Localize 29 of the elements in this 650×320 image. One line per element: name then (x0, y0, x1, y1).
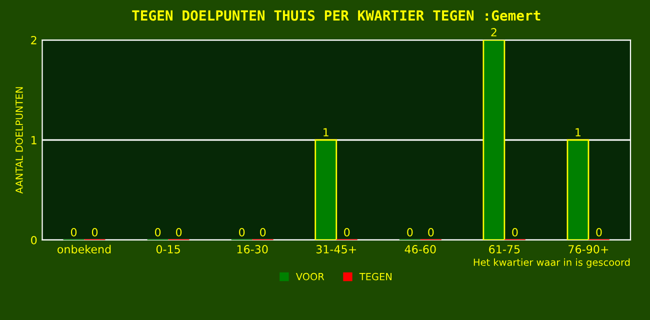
data-label: 0 (512, 228, 518, 236)
y-tick-label: 0 (31, 236, 37, 244)
x-tick-label: 31-45+ (316, 245, 356, 254)
data-label: 0 (92, 228, 98, 236)
data-label: 0 (596, 228, 602, 236)
data-label: 0 (176, 228, 182, 236)
data-label: 0 (428, 228, 434, 236)
x-tick-label: 76-90+ (568, 245, 608, 254)
x-axis-title: Het kwartier waar in is gescoord (474, 258, 630, 268)
chart-title: TEGEN DOELPUNTEN THUIS PER KWARTIER TEGEN :Gemert (132, 10, 540, 21)
y-tick-label: 2 (31, 36, 36, 44)
x-tick-label: 16-30 (237, 245, 268, 254)
data-label: 0 (70, 228, 77, 236)
legend-label: VOOR (296, 272, 324, 280)
y-axis-title: AANTAL DOELPUNTEN (16, 87, 23, 194)
x-tick-label: 61-75 (489, 245, 520, 254)
data-label: 1 (576, 128, 580, 136)
data-label: 0 (239, 228, 245, 236)
data-label: 1 (324, 128, 328, 136)
legend-label: TEGEN (359, 272, 392, 280)
x-tick-label: 0-15 (156, 245, 180, 254)
data-label: 2 (491, 28, 496, 36)
data-label: 0 (154, 228, 161, 236)
x-tick-label: onbekend (58, 244, 111, 254)
y-tick-label: 1 (32, 136, 36, 144)
x-tick-label: 46-60 (404, 245, 436, 254)
data-label: 0 (260, 228, 266, 236)
data-label: 0 (407, 228, 413, 236)
data-label: 0 (344, 228, 350, 236)
